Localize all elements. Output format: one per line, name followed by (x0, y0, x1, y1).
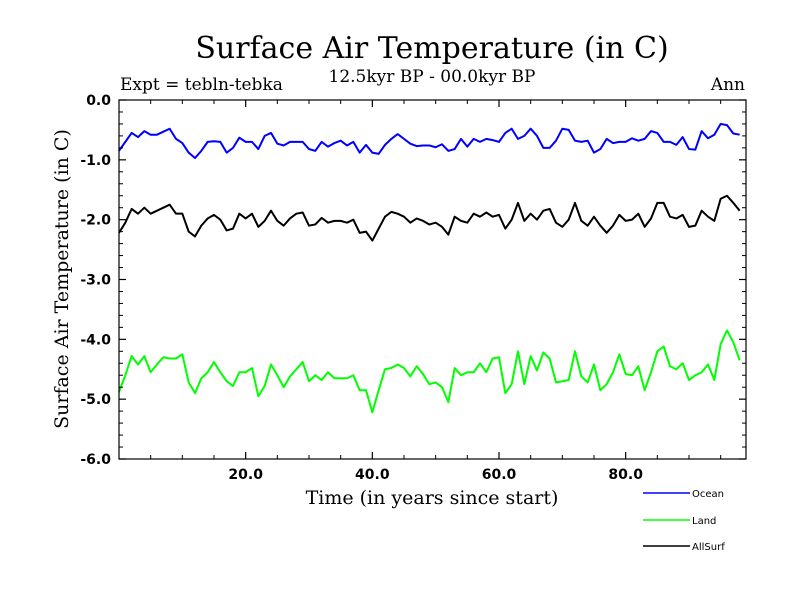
legend-label-allsurf: AllSurf (692, 542, 725, 553)
y-axis-label: Surface Air Temperature (in C) (51, 129, 73, 429)
x-tick-label: 20.0 (228, 467, 263, 483)
y-tick-label: -4.0 (80, 332, 111, 348)
series-line-ocean (118, 122, 740, 160)
x-tick-label: 60.0 (482, 467, 517, 483)
x-tick-label: 40.0 (355, 467, 390, 483)
y-tick-label: -1.0 (80, 153, 111, 169)
season-label: Ann (710, 75, 745, 95)
legend: Ocean Land AllSurf (643, 489, 725, 553)
plot-series-group (118, 122, 741, 414)
y-axis: 0.0 -1.0 -2.0 -3.0 -4.0 -5.0 -6.0 (80, 93, 746, 468)
experiment-label: Expt = tebln-tebka (120, 75, 283, 95)
y-tick-label: -5.0 (80, 392, 111, 408)
y-tick-label: -3.0 (80, 273, 111, 289)
chart-subtitle: 12.5kyr BP - 00.0kyr BP (329, 67, 536, 87)
x-tick-label: 80.0 (608, 467, 643, 483)
y-tick-label: -2.0 (80, 213, 111, 229)
legend-label-ocean: Ocean (692, 489, 724, 500)
chart-title: Surface Air Temperature (in C) (195, 31, 668, 66)
y-tick-label: 0.0 (86, 93, 111, 109)
x-axis: 20.0 40.0 60.0 80.0 (150, 100, 722, 483)
series-line-land (118, 329, 741, 414)
series-line-allsurf (118, 194, 741, 242)
x-axis-label: Time (in years since start) (306, 487, 559, 509)
y-tick-label: -6.0 (80, 452, 111, 468)
legend-label-land: Land (692, 516, 716, 527)
